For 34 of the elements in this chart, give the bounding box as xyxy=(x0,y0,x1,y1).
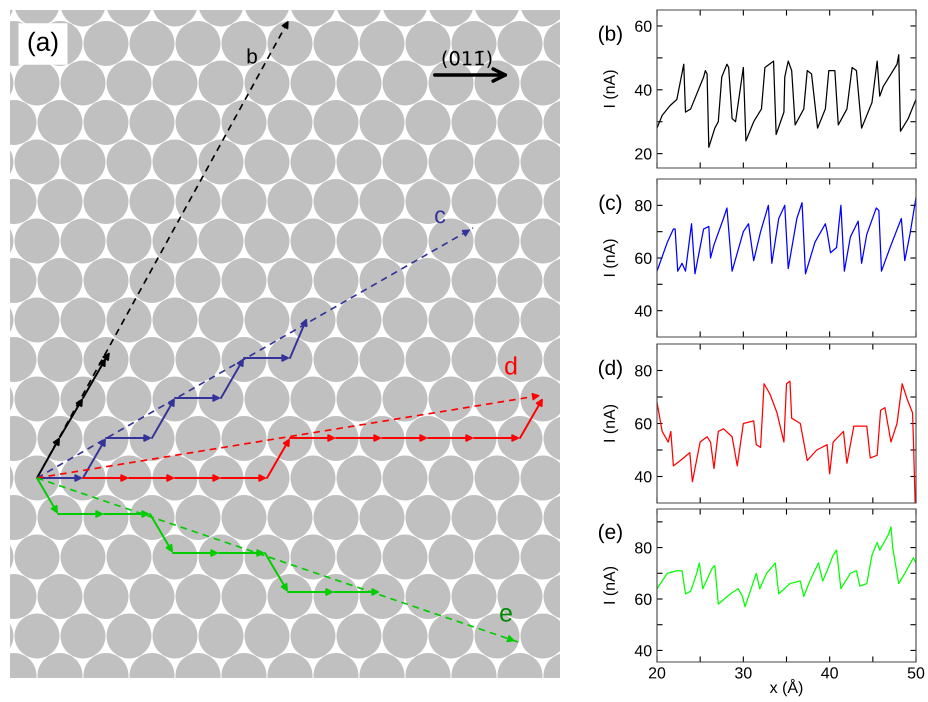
text: (c) xyxy=(600,194,622,214)
text: e xyxy=(500,608,512,622)
y-tick-label: 40 xyxy=(634,471,652,482)
text: (011̄) xyxy=(442,50,492,68)
y-tick-label: 80 xyxy=(635,542,652,554)
y-axis-title: I (nA) xyxy=(603,70,618,108)
text: (b) xyxy=(598,26,622,45)
line-series xyxy=(657,54,916,148)
text: d xyxy=(505,356,516,375)
line-series xyxy=(657,196,916,274)
y-tick-label: 60 xyxy=(635,252,652,264)
y-axis-title: I (nA) xyxy=(603,566,618,604)
y-tick-label: 60 xyxy=(635,594,652,605)
x-axis-title: x (Å) xyxy=(770,678,802,696)
text: (a) xyxy=(28,32,58,56)
x-tick-label: 20 xyxy=(648,667,666,679)
y-tick-label: 40 xyxy=(634,645,652,656)
y-tick-label: 80 xyxy=(635,200,652,212)
y-tick-label: 60 xyxy=(635,418,652,430)
line-series xyxy=(657,526,916,608)
text: b xyxy=(248,48,257,64)
y-tick-label: 40 xyxy=(634,84,652,96)
y-axis-title: I (nA) xyxy=(603,404,618,442)
y-tick-label: 80 xyxy=(635,365,652,376)
x-tick-label: 50 xyxy=(908,667,924,679)
x-tick-label: 40 xyxy=(821,667,838,679)
y-tick-label: 60 xyxy=(635,20,652,32)
y-tick-label: 40 xyxy=(634,305,652,317)
text: c xyxy=(435,210,446,224)
text: (e) xyxy=(598,524,622,544)
y-axis-title: I (nA) xyxy=(603,239,618,276)
x-tick-label: 30 xyxy=(735,667,752,679)
y-tick-label: 20 xyxy=(635,148,652,160)
text: (d) xyxy=(598,360,622,380)
